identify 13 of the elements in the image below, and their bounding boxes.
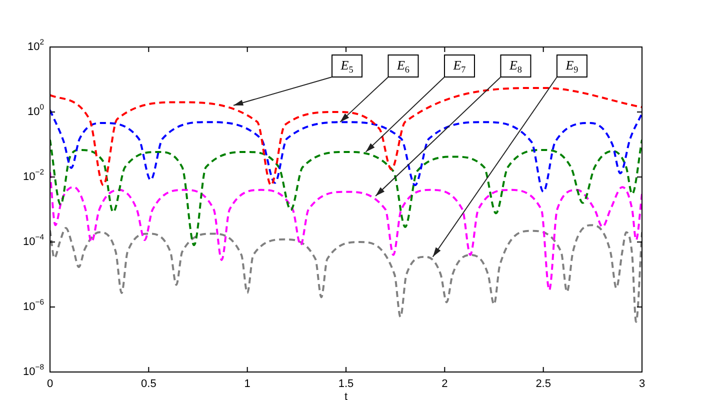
line-series <box>50 224 642 323</box>
x-tick-label: 2.5 <box>536 378 551 390</box>
x-tick-label: 3 <box>638 378 646 390</box>
line-series <box>50 86 642 186</box>
x-tick-label: 0 <box>46 378 54 390</box>
x-axis-title: t <box>344 391 348 400</box>
x-tick-label: 0.5 <box>141 378 156 390</box>
line-series <box>50 109 642 193</box>
line-series <box>50 171 642 292</box>
x-tick-label: 2 <box>442 378 448 390</box>
x-tick-label: 1.5 <box>338 378 354 390</box>
x-tick-label: 1 <box>244 378 250 390</box>
line-series <box>50 138 642 246</box>
